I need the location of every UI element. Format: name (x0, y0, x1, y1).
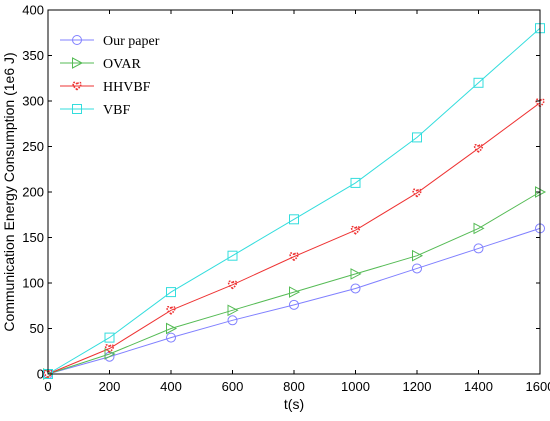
data-point-marker (289, 286, 301, 298)
axis-ticks (47, 9, 541, 375)
x-tick-label: 1200 (403, 379, 432, 394)
y-tick-label: 400 (22, 3, 44, 18)
x-tick-label: 400 (160, 379, 182, 394)
y-tick-label: 200 (22, 185, 44, 200)
y-tick-label: 300 (22, 94, 44, 109)
legend-label: VBF (103, 103, 130, 118)
legend-label: HHVBF (103, 80, 151, 95)
x-tick-label: 600 (222, 379, 244, 394)
x-tick-label: 0 (44, 379, 51, 394)
data-point-marker (473, 77, 484, 88)
legend: Our paper OVAR HHVBF VBF (60, 34, 160, 118)
series-line-hhvbf (47, 102, 541, 375)
data-point-marker (166, 332, 176, 343)
y-tick-label: 50 (30, 321, 44, 336)
data-point-marker (412, 263, 422, 274)
series-markers (43, 23, 547, 380)
data-point-marker (289, 252, 299, 262)
legend-label: Our paper (103, 34, 160, 49)
y-tick-labels: 0 50 100 150 200 250 300 350 400 (22, 3, 44, 382)
x-tick-label: 200 (99, 379, 121, 394)
series-line-ovar (47, 191, 541, 375)
data-point-marker (227, 315, 238, 326)
legend-item: OVAR (60, 57, 142, 72)
y-tick-label: 100 (22, 276, 44, 291)
x-tick-label: 1000 (341, 379, 370, 394)
data-point-marker (412, 188, 422, 198)
data-point-marker (412, 249, 424, 262)
legend-marker (72, 104, 82, 114)
data-point-marker (166, 322, 178, 335)
legend-marker (72, 57, 84, 69)
data-point-marker (43, 369, 53, 379)
legend-item: VBF (60, 103, 130, 118)
legend-label: OVAR (103, 57, 142, 72)
data-point-marker (473, 243, 484, 254)
y-tick-label: 350 (22, 48, 44, 63)
data-point-marker (289, 299, 299, 310)
data-point-marker (350, 268, 362, 280)
data-point-marker (104, 344, 115, 353)
data-point-marker (350, 283, 361, 294)
y-tick-label: 0 (37, 367, 44, 382)
data-point-marker (412, 132, 422, 143)
series-line-vbf (47, 27, 541, 375)
data-point-marker (227, 280, 238, 290)
y-axis-label: Communication Energy Consumption (1e6 J) (1, 52, 17, 331)
x-tick-label: 800 (283, 379, 305, 394)
series-line-our-paper (47, 227, 541, 375)
x-tick-label: 1400 (464, 379, 493, 394)
data-point-marker (227, 250, 238, 261)
y-tick-label: 250 (22, 139, 44, 154)
legend-item: HHVBF (60, 80, 151, 95)
legend-marker (72, 35, 82, 45)
data-point-marker (227, 304, 239, 317)
data-point-marker (350, 225, 361, 235)
data-point-marker (104, 332, 115, 343)
data-point-marker (166, 305, 176, 315)
x-axis-label: t(s) (284, 396, 304, 412)
legend-marker (72, 81, 82, 91)
legend-item: Our paper (60, 34, 160, 49)
data-point-marker (166, 287, 176, 298)
series-lines (47, 27, 541, 375)
data-point-marker (535, 98, 545, 108)
data-point-marker (473, 222, 485, 235)
data-point-marker (289, 214, 299, 225)
data-point-marker (350, 177, 361, 188)
data-point-marker (473, 144, 484, 153)
y-tick-label: 150 (22, 230, 44, 245)
